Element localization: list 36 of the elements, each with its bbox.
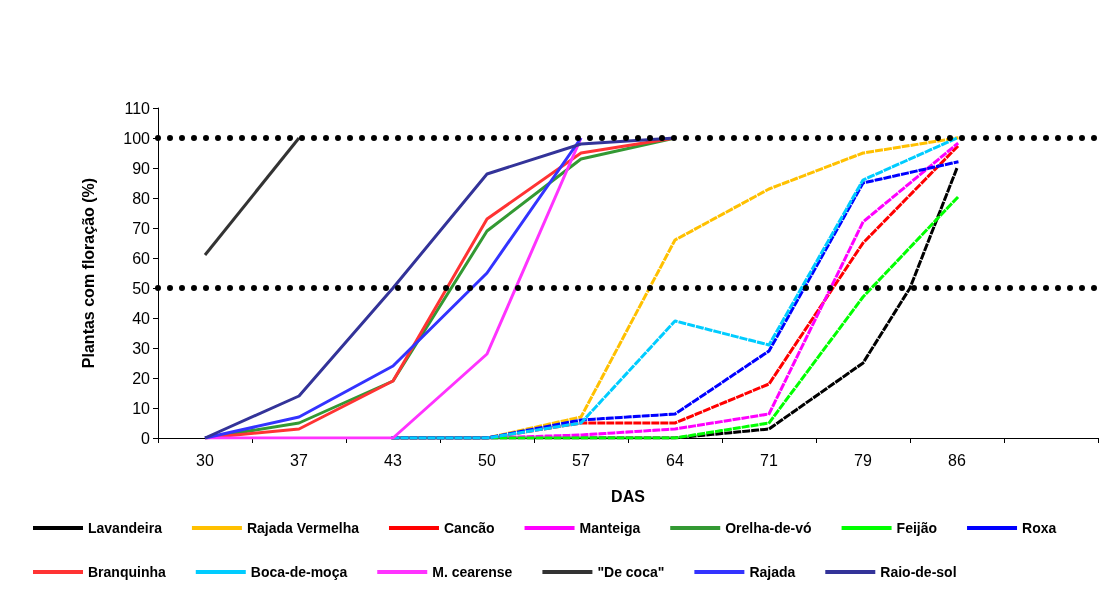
x-axis-title: DAS — [611, 487, 646, 505]
x-tick-label: 64 — [666, 451, 684, 469]
x-tick-label: 57 — [572, 451, 590, 469]
legend-label: Roxa — [1022, 520, 1057, 536]
y-axis-title: Plantas com floração (%) — [79, 177, 97, 369]
y-tick-label: 60 — [132, 249, 151, 267]
x-tick-label: 30 — [196, 451, 214, 469]
y-tick-label: 70 — [132, 219, 151, 237]
y-tick-label: 0 — [141, 429, 151, 447]
x-tick-label: 43 — [384, 451, 402, 469]
x-tick-label: 50 — [478, 451, 496, 469]
y-tick-label: 40 — [132, 309, 151, 327]
legend-label: Branquinha — [88, 564, 166, 580]
legend-label: Rajada — [749, 564, 796, 580]
x-tick-label: 37 — [290, 451, 308, 469]
legend-label: Feijão — [896, 520, 938, 536]
legend-label: Raio-de-sol — [880, 564, 957, 580]
y-tick-label: 50 — [132, 279, 151, 297]
legend-label: "De coca" — [597, 564, 665, 580]
y-tick-label: 90 — [132, 159, 151, 177]
legend-label: Manteiga — [579, 520, 641, 536]
legend-label: M. cearense — [432, 564, 513, 580]
y-tick-label: 10 — [132, 399, 151, 417]
legend-label: Boca-de-moça — [250, 564, 348, 580]
x-tick-label: 86 — [948, 451, 966, 469]
legend-label: Rajada Vermelha — [246, 520, 360, 536]
legend-label: Cancão — [443, 520, 495, 536]
legend-label: Lavandeira — [88, 520, 163, 536]
legend-label: Orelha-de-vó — [725, 520, 812, 536]
y-tick-label: 80 — [132, 189, 151, 207]
y-tick-label: 100 — [123, 129, 151, 147]
x-tick-label: 79 — [854, 451, 872, 469]
y-tick-label: 110 — [124, 99, 151, 117]
y-tick-label: 20 — [132, 369, 151, 387]
y-tick-label: 30 — [132, 339, 151, 357]
x-tick-label: 71 — [760, 451, 778, 469]
